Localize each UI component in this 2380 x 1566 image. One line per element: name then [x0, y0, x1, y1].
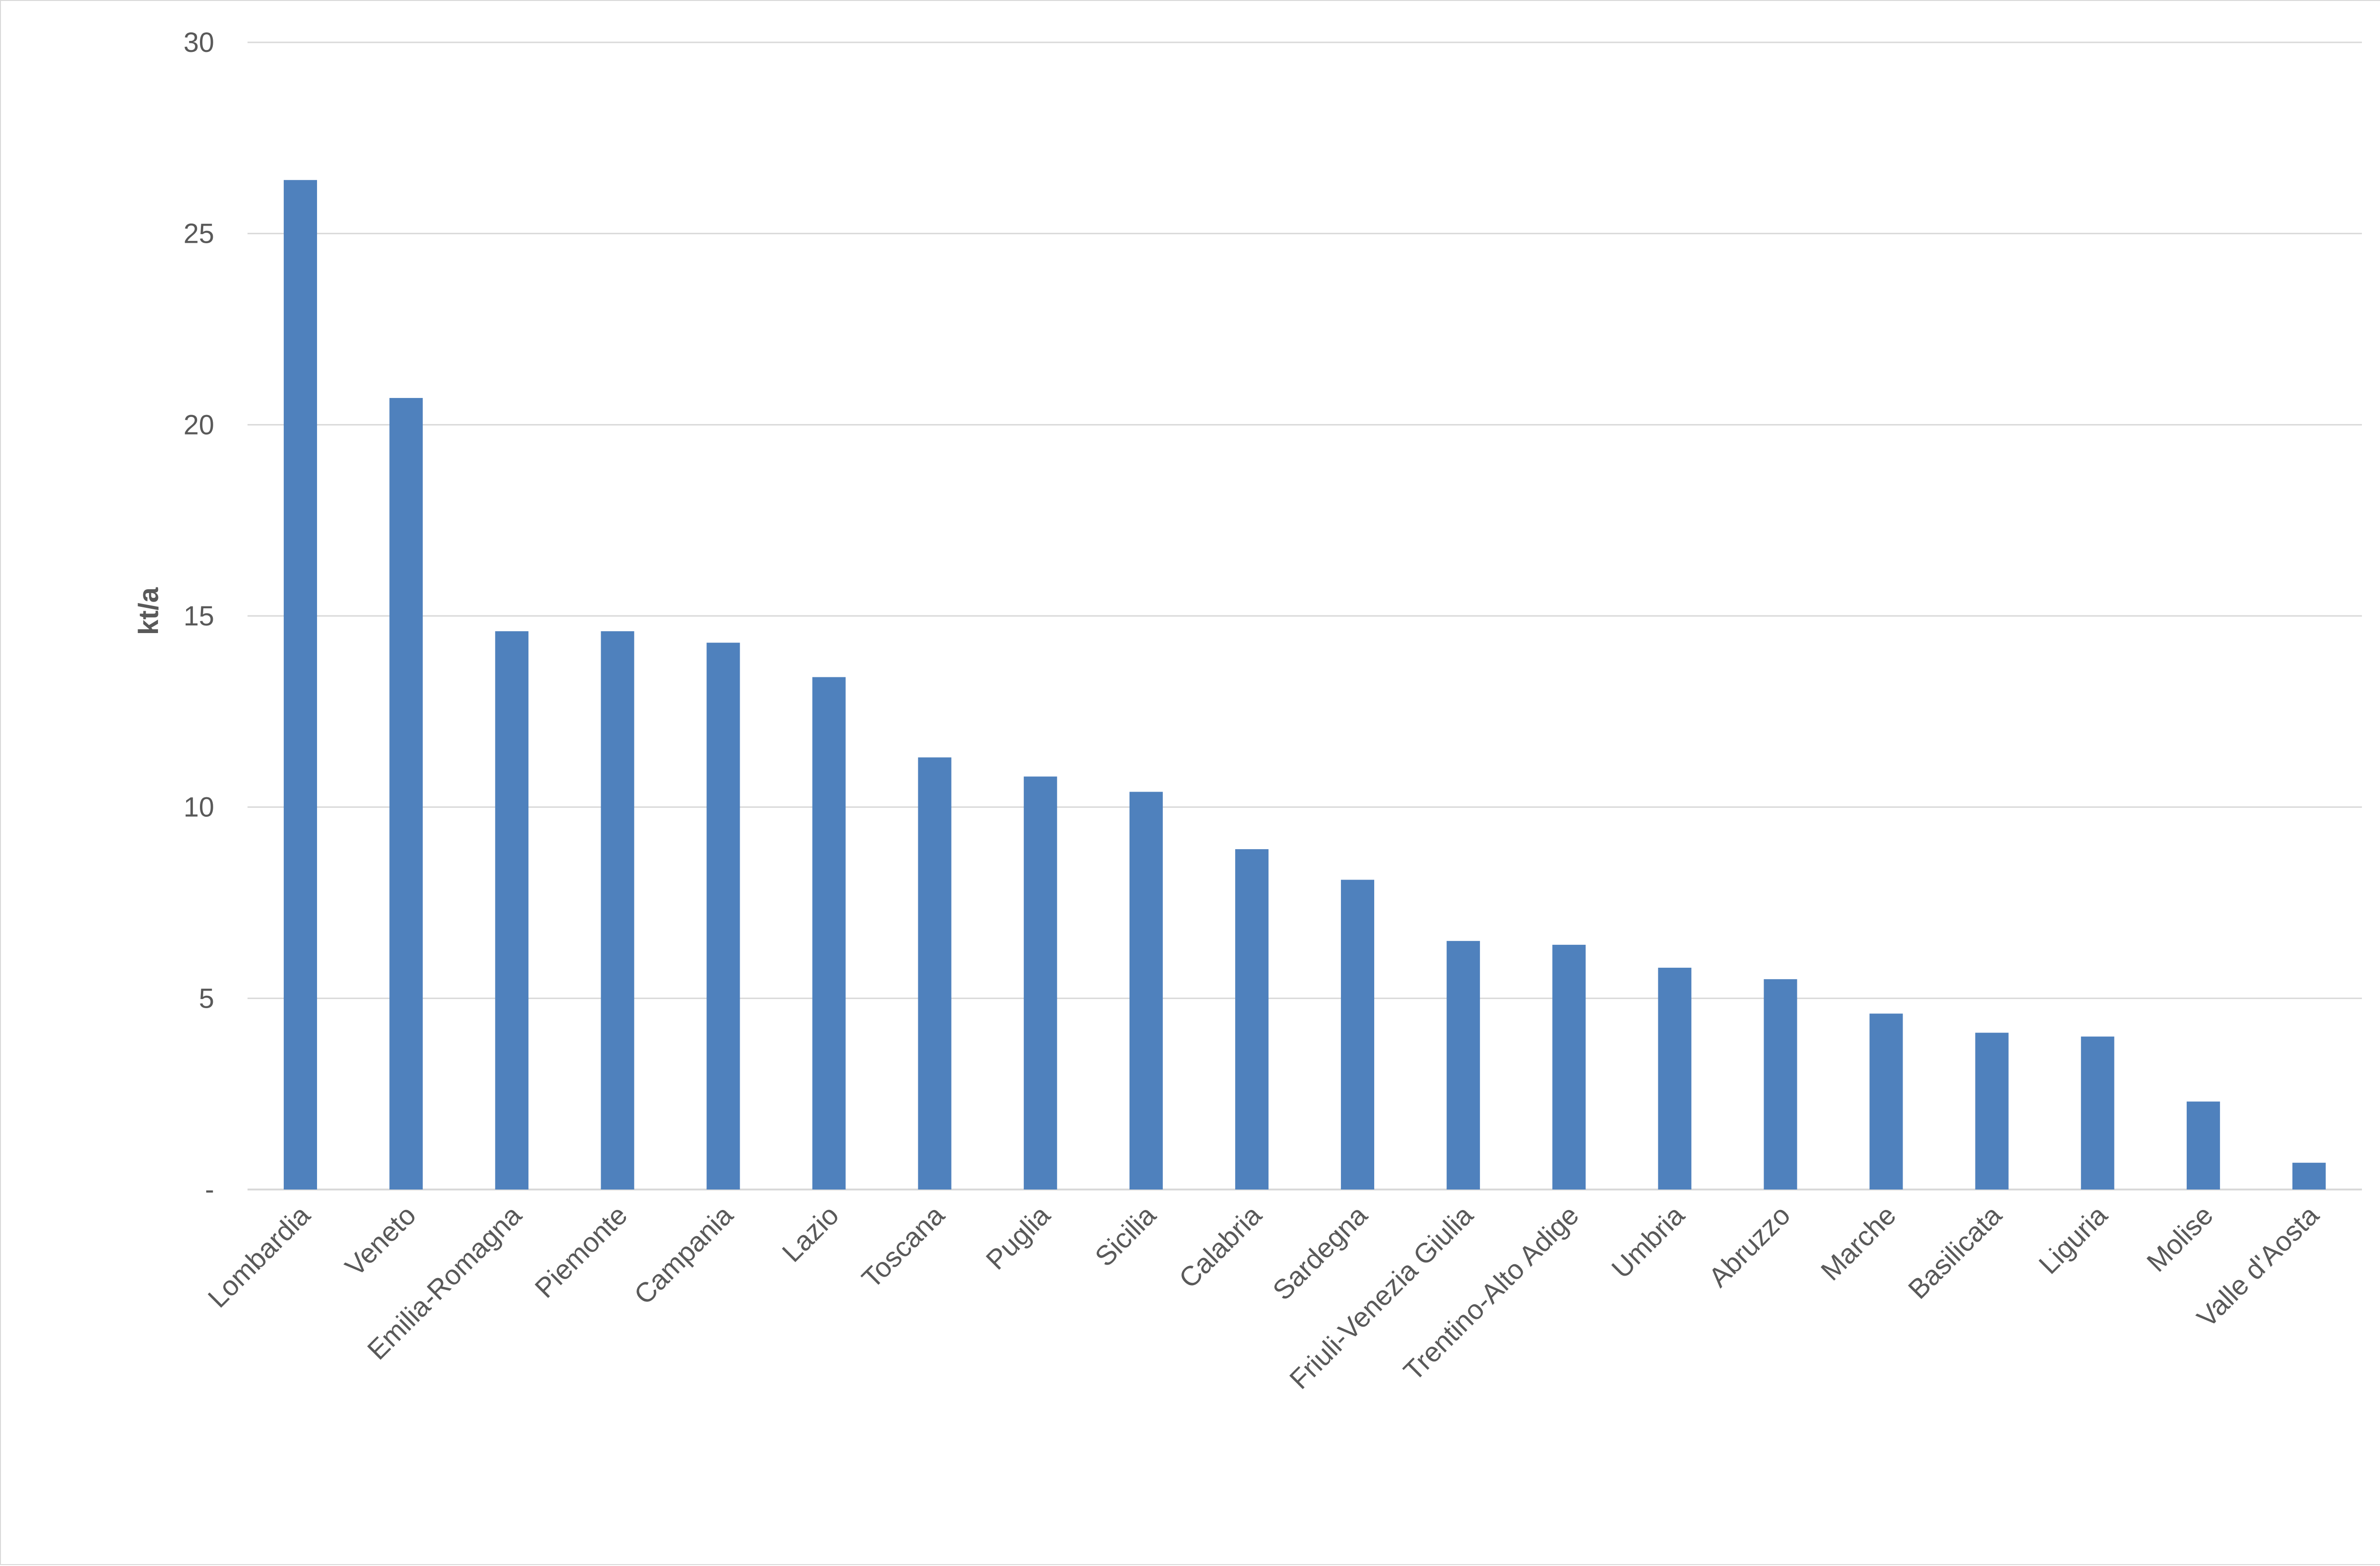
bar	[1552, 944, 1586, 1189]
bar	[918, 757, 952, 1189]
y-axis-title: kt/a	[133, 587, 164, 635]
bar	[1447, 941, 1480, 1189]
bar	[812, 677, 846, 1189]
x-tick-label: Lombardia	[202, 1199, 316, 1314]
x-tick-label: Marche	[1815, 1199, 1902, 1287]
y-tick-label: 20	[183, 409, 214, 440]
bar	[706, 643, 740, 1189]
y-axis-ticks: - 5 10 15 20 25 30	[183, 27, 214, 1205]
bar	[1235, 849, 1269, 1189]
y-tick-label: 10	[183, 792, 214, 823]
x-tick-label: Basilicata	[1902, 1199, 2008, 1305]
bar	[389, 398, 423, 1189]
y-tick-label: 15	[183, 601, 214, 632]
gridlines	[248, 41, 2362, 1190]
x-tick-label: Liguria	[2033, 1199, 2114, 1280]
x-tick-label: Calabria	[1173, 1199, 1268, 1294]
y-tick-label: 5	[199, 983, 214, 1014]
bar	[1023, 776, 1057, 1189]
bar	[601, 631, 635, 1189]
bar	[1975, 1032, 2009, 1189]
bar	[1658, 968, 1692, 1189]
y-tick-label: -	[205, 1174, 214, 1205]
x-tick-label: Veneto	[339, 1199, 422, 1282]
x-tick-label: Piemonte	[529, 1199, 633, 1304]
bars	[284, 180, 2326, 1190]
x-tick-label: Campania	[628, 1199, 739, 1310]
y-tick-label: 30	[183, 27, 214, 58]
x-tick-label: Abruzzo	[1703, 1199, 1796, 1293]
bar	[1869, 1013, 1903, 1189]
x-tick-label: Trentino-Alto Adige	[1398, 1199, 1585, 1387]
y-tick-label: 25	[183, 218, 214, 249]
bar	[284, 180, 317, 1190]
bar	[1341, 880, 1375, 1189]
bar	[1129, 792, 1163, 1189]
x-tick-label: Sardegna	[1267, 1199, 1373, 1306]
bar	[2292, 1162, 2326, 1189]
bar	[2186, 1101, 2220, 1189]
x-tick-label: Molise	[2141, 1199, 2219, 1278]
bar	[495, 631, 529, 1189]
x-tick-label: Puglia	[980, 1199, 1056, 1276]
x-tick-label: Sicilia	[1089, 1199, 1162, 1273]
x-tick-label: Lazio	[776, 1199, 845, 1268]
x-tick-label: Umbria	[1606, 1199, 1691, 1285]
x-tick-label: Friuli-Venezia Giulia	[1284, 1199, 1479, 1395]
bar	[2081, 1036, 2114, 1189]
x-tick-label: Toscana	[856, 1199, 951, 1294]
bar	[1764, 979, 1797, 1189]
